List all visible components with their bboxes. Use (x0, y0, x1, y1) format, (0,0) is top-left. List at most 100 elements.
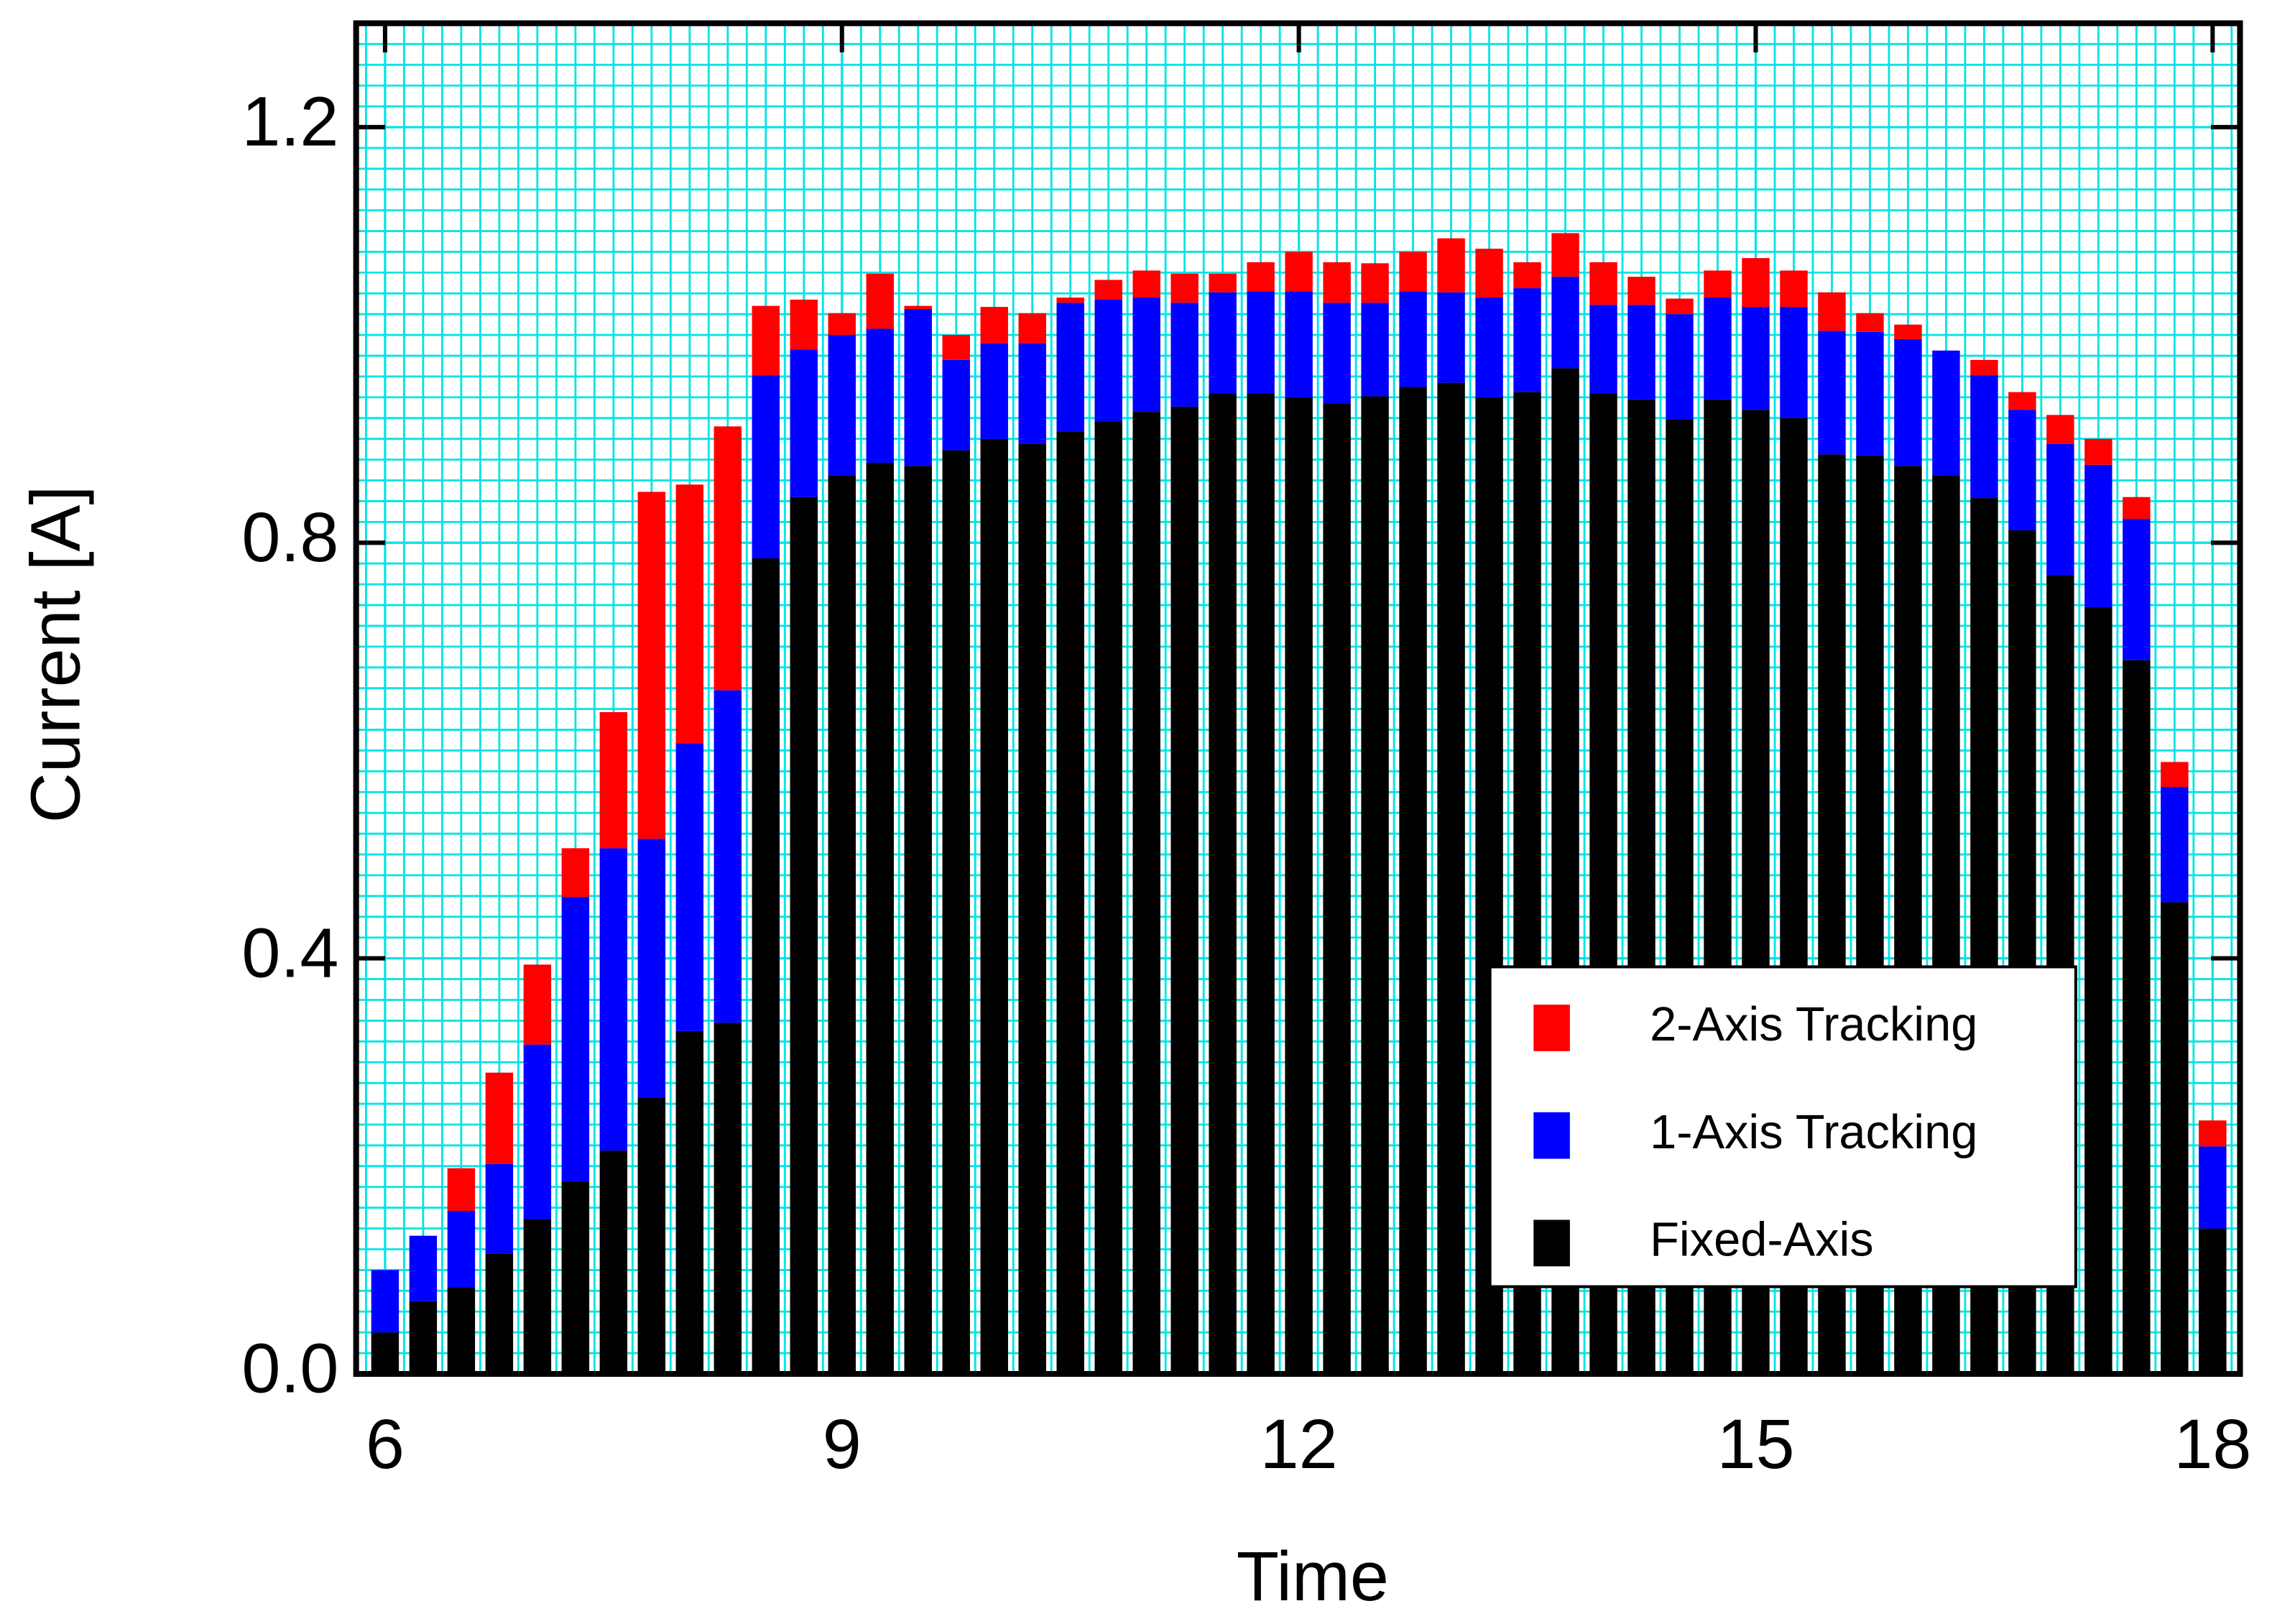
bar-segment (1666, 314, 1694, 420)
bar-segment (1818, 331, 1846, 455)
bar-segment (1170, 303, 1199, 407)
bar-segment (1437, 382, 1465, 1374)
bar-segment (599, 848, 628, 1151)
bar-segment (828, 335, 856, 476)
bar-segment (2084, 464, 2112, 607)
bar-segment (2199, 1120, 2227, 1147)
bar-segment (1399, 291, 1427, 387)
bar-segment (866, 328, 894, 463)
bar-segment (447, 1168, 476, 1211)
bar-segment (1551, 277, 1579, 369)
bar-segment (1742, 307, 1770, 410)
legend-swatch (1533, 1112, 1570, 1159)
bar-segment (1818, 292, 1846, 331)
bar-segment (2046, 415, 2074, 444)
bar-segment (1894, 324, 1922, 339)
bar-segment (1323, 262, 1351, 303)
y-tick-label: 0.4 (241, 913, 338, 992)
y-tick-label: 0.8 (241, 498, 338, 576)
bar-segment (485, 1163, 514, 1254)
bar-segment (714, 690, 742, 1023)
bar-segment (1704, 270, 1732, 298)
bar-segment (1132, 270, 1160, 298)
bar-segment (2084, 606, 2112, 1374)
bar-segment (1551, 233, 1579, 277)
bar-segment (561, 1181, 590, 1374)
bar-segment (942, 359, 970, 451)
bar-segment (904, 305, 932, 309)
bar-segment (1170, 273, 1199, 303)
bar-segment (942, 450, 970, 1374)
bar-segment (1056, 303, 1084, 432)
bar-segment (1247, 262, 1275, 292)
bar-segment (1323, 303, 1351, 404)
bar-segment (675, 484, 704, 744)
bar-segment (1285, 252, 1313, 292)
x-tick-label: 18 (2174, 1405, 2251, 1483)
y-tick-label: 1.2 (241, 83, 338, 161)
bar-segment (790, 497, 818, 1374)
bar-segment (1589, 262, 1617, 305)
bar-segment (485, 1072, 514, 1164)
bar-segment (637, 839, 666, 1098)
legend-swatch (1533, 1005, 1570, 1051)
x-tick-label: 6 (366, 1405, 405, 1483)
bar-segment (447, 1210, 476, 1288)
y-axis-label: Current [A] (17, 486, 95, 823)
bar-segment (1970, 359, 1998, 376)
bar-segment (2046, 443, 2074, 576)
bar-segment (1627, 277, 1655, 305)
y-tick-label: 0.0 (241, 1329, 338, 1408)
bar-segment (2008, 410, 2036, 530)
bar-segment (1361, 263, 1389, 303)
bar-segment (828, 313, 856, 336)
bar-segment (2161, 787, 2189, 903)
bar-segment (980, 307, 1008, 343)
bar-segment (1399, 387, 1427, 1374)
bar-segment (1132, 412, 1160, 1374)
bar-segment (1285, 291, 1313, 397)
bar-segment (1437, 238, 1465, 292)
x-tick-label: 15 (1717, 1405, 1794, 1483)
bar-segment (1285, 397, 1313, 1374)
bar-segment (1361, 303, 1389, 397)
bar-segment (409, 1301, 438, 1374)
x-tick-label: 12 (1260, 1405, 1338, 1483)
legend-label: Fixed-Axis (1650, 1214, 1874, 1267)
bar-segment (1666, 298, 1694, 315)
bar-segment (1094, 299, 1122, 422)
x-axis-label: Time (1237, 1537, 1389, 1615)
bar-segment (599, 711, 628, 849)
bar-segment (1209, 393, 1237, 1374)
bar-segment (1970, 375, 1998, 499)
bar-segment (371, 1270, 400, 1333)
bar-segment (1437, 292, 1465, 383)
bar-segment (447, 1287, 476, 1374)
bar-segment (866, 462, 894, 1374)
legend: 2-Axis Tracking 1-Axis Tracking Fixed-Axis (1488, 965, 2077, 1288)
bar-segment (1094, 280, 1122, 300)
bar-segment (1513, 288, 1541, 392)
legend-box (1488, 965, 2077, 1288)
bar-segment (790, 299, 818, 350)
bar-segment (1209, 273, 1237, 292)
bar-segment (1780, 270, 1808, 308)
bar-segment (2123, 519, 2151, 660)
bar-segment (1361, 396, 1389, 1374)
bar-segment (1704, 297, 1732, 400)
bar-segment (637, 492, 666, 839)
bar-segment (675, 1030, 704, 1374)
bar-segment (752, 558, 780, 1374)
bar-segment (752, 305, 780, 376)
bar-segment (1894, 338, 1922, 466)
bar-segment (1132, 297, 1160, 412)
bar-segment (2008, 392, 2036, 410)
bar-segment (1856, 313, 1884, 332)
bar-segment (1247, 291, 1275, 394)
bar-segment (1742, 258, 1770, 308)
bar-segment (2199, 1146, 2227, 1229)
bar-segment (1856, 331, 1884, 456)
x-tick-label: 9 (823, 1405, 862, 1483)
bar-segment (980, 343, 1008, 439)
bar-segment (1018, 313, 1046, 343)
